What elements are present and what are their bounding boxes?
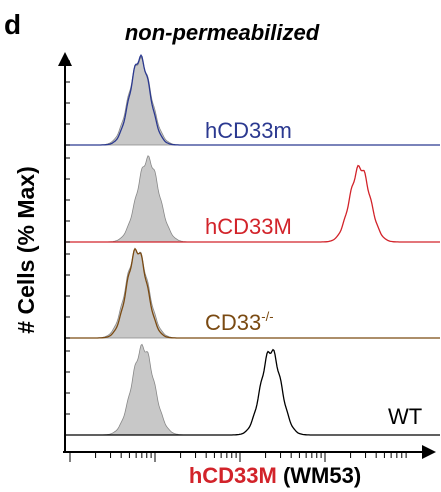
x-axis-label: hCD33M (WM53): [189, 463, 361, 488]
track-label-superscript: -/-: [261, 309, 273, 324]
title: non-permeabilized: [125, 20, 320, 45]
sample-histogram: [66, 247, 440, 339]
track-label-text: CD33: [205, 310, 261, 335]
track-label: WT: [388, 404, 422, 429]
track-label: hCD33m: [205, 118, 292, 143]
x-arrow: [422, 445, 436, 459]
y-axis-label: # Cells (% Max): [13, 166, 39, 333]
panel-label: d: [4, 9, 21, 40]
x-label-clone: (WM53): [283, 463, 361, 488]
y-arrow: [58, 52, 72, 66]
x-label-marker: hCD33M: [189, 463, 277, 488]
plot-area: [58, 52, 436, 459]
sample-histogram: [66, 53, 440, 146]
track-label: CD33-/-: [205, 309, 274, 335]
track-label: hCD33M: [205, 214, 292, 239]
sample-histogram: [66, 348, 440, 436]
reference-histogram: [66, 343, 230, 436]
sample-histogram: [66, 164, 440, 243]
